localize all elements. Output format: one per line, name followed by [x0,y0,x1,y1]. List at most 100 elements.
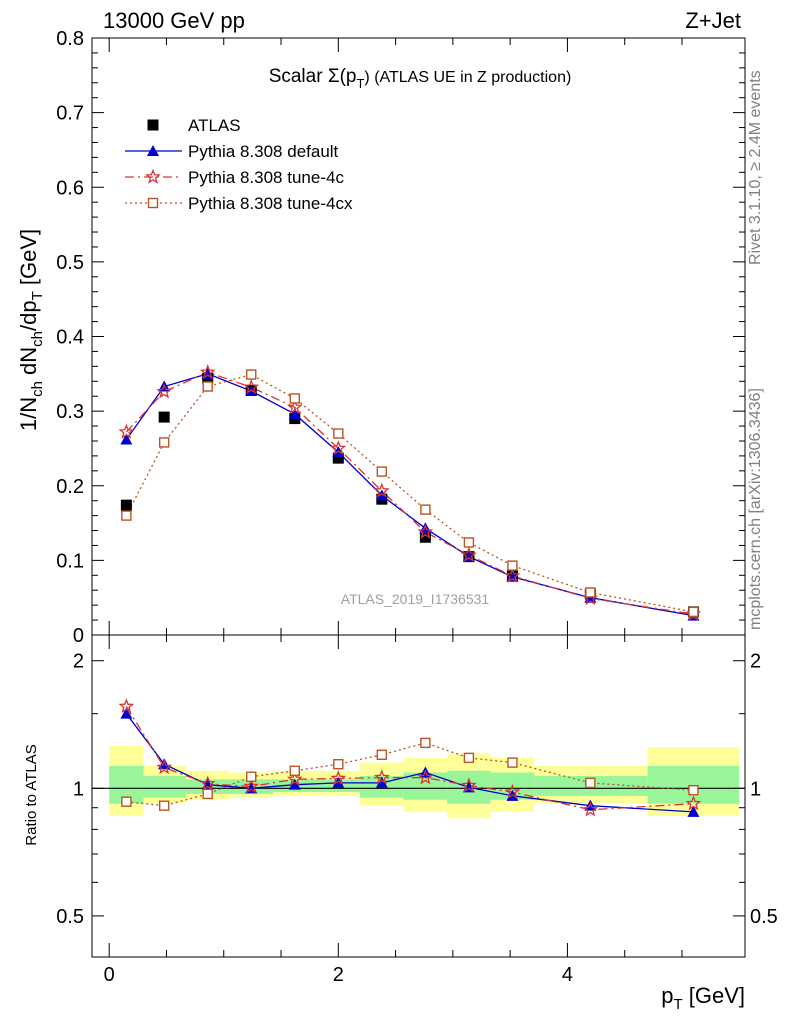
rivet-label: Rivet 3.1.10, ≥ 2.4M events [747,70,764,265]
ratio-data-point [202,788,213,800]
main-data-point [246,369,257,380]
main-ytick-label: 0.7 [56,103,84,125]
legend-label: Pythia 8.308 default [188,142,339,161]
main-data-point [333,428,344,439]
ratio-data-point [504,783,521,799]
ratio-data-point [332,776,345,788]
legend-label: Pythia 8.308 tune-4cx [188,194,353,213]
ratio-ylabel: Ratio to ATLAS [23,744,40,845]
main-ytick-label: 0.6 [56,177,84,199]
main-ytick-label: 0.3 [56,401,84,423]
main-ytick-label: 0.2 [56,476,84,498]
main-data-point [419,522,432,534]
main-data-point [688,606,699,618]
ratio-data-point [158,800,170,811]
main-data-point [420,504,431,515]
ratio-data-point [373,769,390,785]
main-series-line-1 [125,373,694,617]
main-ytick-label: 0.4 [56,327,84,349]
ratio-ytick-label-right: 0.5 [750,906,778,928]
ratio-data-point [121,796,132,807]
ratio-data-point [507,757,518,768]
ratio-data-point [246,771,257,782]
main-data-point [156,383,173,399]
ratio-series-line-1 [125,706,694,811]
main-data-point [332,452,344,464]
ratio-data-point [463,752,475,764]
ratio-ytick-label-right: 2 [750,651,761,673]
header-right: Z+Jet [685,8,741,33]
ratio-data-point [289,765,300,776]
main-ytick-label: 0.5 [56,252,84,274]
main-series-line-3 [125,373,694,613]
ratio-data-point [687,805,700,817]
ratio-data-point [420,737,431,749]
main-data-point [461,546,477,562]
main-data-point [288,408,301,420]
main-data-point [419,531,431,543]
ratio-frame [91,634,746,958]
ratio-data-point [582,801,599,817]
legend-marker [147,145,159,156]
ratio-data-point [243,778,260,794]
main-data-point [121,510,132,521]
ratio-data-point [199,775,216,791]
header-left: 13000 GeV pp [103,8,245,33]
main-series-line-2 [125,371,694,615]
legend: ATLAS Pythia 8.308 default Pythia 8.308 tu… [125,116,353,213]
legend-marker [147,197,159,209]
main-data-point [375,489,388,501]
legend-marker [145,168,161,184]
xtick-label: 2 [333,964,344,986]
main-data-point [158,437,170,448]
ratio-ytick-label: 2 [73,651,84,673]
main-ytick-label: 0 [73,625,84,647]
ratio-data-point [585,777,596,789]
main-data-point [120,433,133,445]
mcplots-label: mcplots.cern.ch [arXiv:1306.3436] [747,388,764,630]
ratio-data-point [330,770,347,786]
main-data-point [120,499,132,511]
main-ylabel: 1/Nch dNch/dpT [GeV] [16,229,46,431]
ratio-data-point [417,769,434,785]
legend-label: ATLAS [188,116,241,135]
main-panel: 0 0.1 0.2 0.3 0.4 0.5 0.6 0.7 0.8 Scalar Σ(pT) (… [16,28,746,647]
main-data-point [118,423,135,439]
ratio-data-point [333,759,344,770]
ratio-ytick-label-right: 1 [750,778,761,800]
main-data-point [504,567,521,583]
main-data-point [202,381,213,392]
ratio-data-point [156,759,173,775]
ratio-data-point [375,776,388,788]
xtick-label: 0 [104,964,115,986]
x-axis-label: pT [GeV] [661,983,745,1013]
main-data-point [289,393,300,404]
main-data-point [507,560,518,571]
main-title: Scalar Σ(pT) (ATLAS UE in Z production) [269,66,572,91]
main-data-point [376,466,388,477]
ratio-data-point [685,795,702,811]
ratio-panel: 0.5 0.5 1 1 2 2 0 2 4 Ratio to ATLAS pT [GeV] [23,634,778,1013]
ratio-series-line-2 [126,742,694,807]
xtick-label: 4 [562,964,573,986]
ratio-data-point [158,758,171,770]
legend-label: Pythia 8.308 tune-4c [188,168,344,187]
analysis-watermark: ATLAS_2019_I1736531 [341,591,490,607]
main-data-point [330,440,347,456]
legend-marker [147,119,159,131]
ratio-data-point [461,777,477,793]
main-data-point [243,378,260,394]
main-data-point [417,523,434,539]
main-data-point [199,364,216,380]
ratio-data-point [120,707,133,719]
ratio-data-point [376,749,388,760]
main-data-point [158,411,170,423]
main-ytick-label: 0.1 [56,550,84,572]
main-data-point [286,399,303,415]
ratio-data-point [688,784,699,796]
ratio-data-point [118,698,135,714]
main-data-point [373,482,390,498]
ratio-ytick-label: 0.5 [56,906,84,928]
main-data-point [585,587,596,598]
